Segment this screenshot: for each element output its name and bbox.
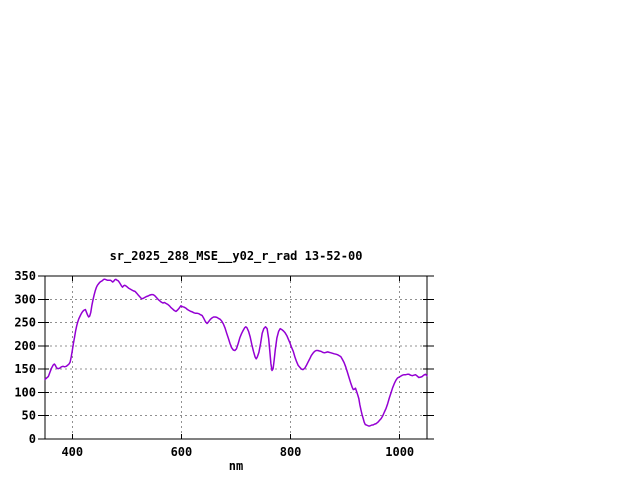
y-tick-label: 0 xyxy=(29,432,36,446)
spectrum-curve xyxy=(44,278,428,427)
x-tick-label: 1000 xyxy=(385,445,414,459)
plot-border xyxy=(44,275,428,440)
y-tick-label: 100 xyxy=(14,385,36,399)
y-tick-label: 50 xyxy=(22,409,36,423)
y-tick-label: 250 xyxy=(14,316,36,330)
x-axis-label: nm xyxy=(228,459,244,473)
x-tick-label: 800 xyxy=(280,445,302,459)
x-tick-label: 400 xyxy=(61,445,83,459)
y-tick-label: 150 xyxy=(14,362,36,376)
y-tick-label: 350 xyxy=(14,269,36,283)
y-tick-label: 300 xyxy=(14,292,36,306)
y-tick-label: 200 xyxy=(14,339,36,353)
chart-title: sr_2025_288_MSE__y02_r_rad 13-52-00 xyxy=(109,249,363,263)
x-tick-label: 600 xyxy=(171,445,193,459)
